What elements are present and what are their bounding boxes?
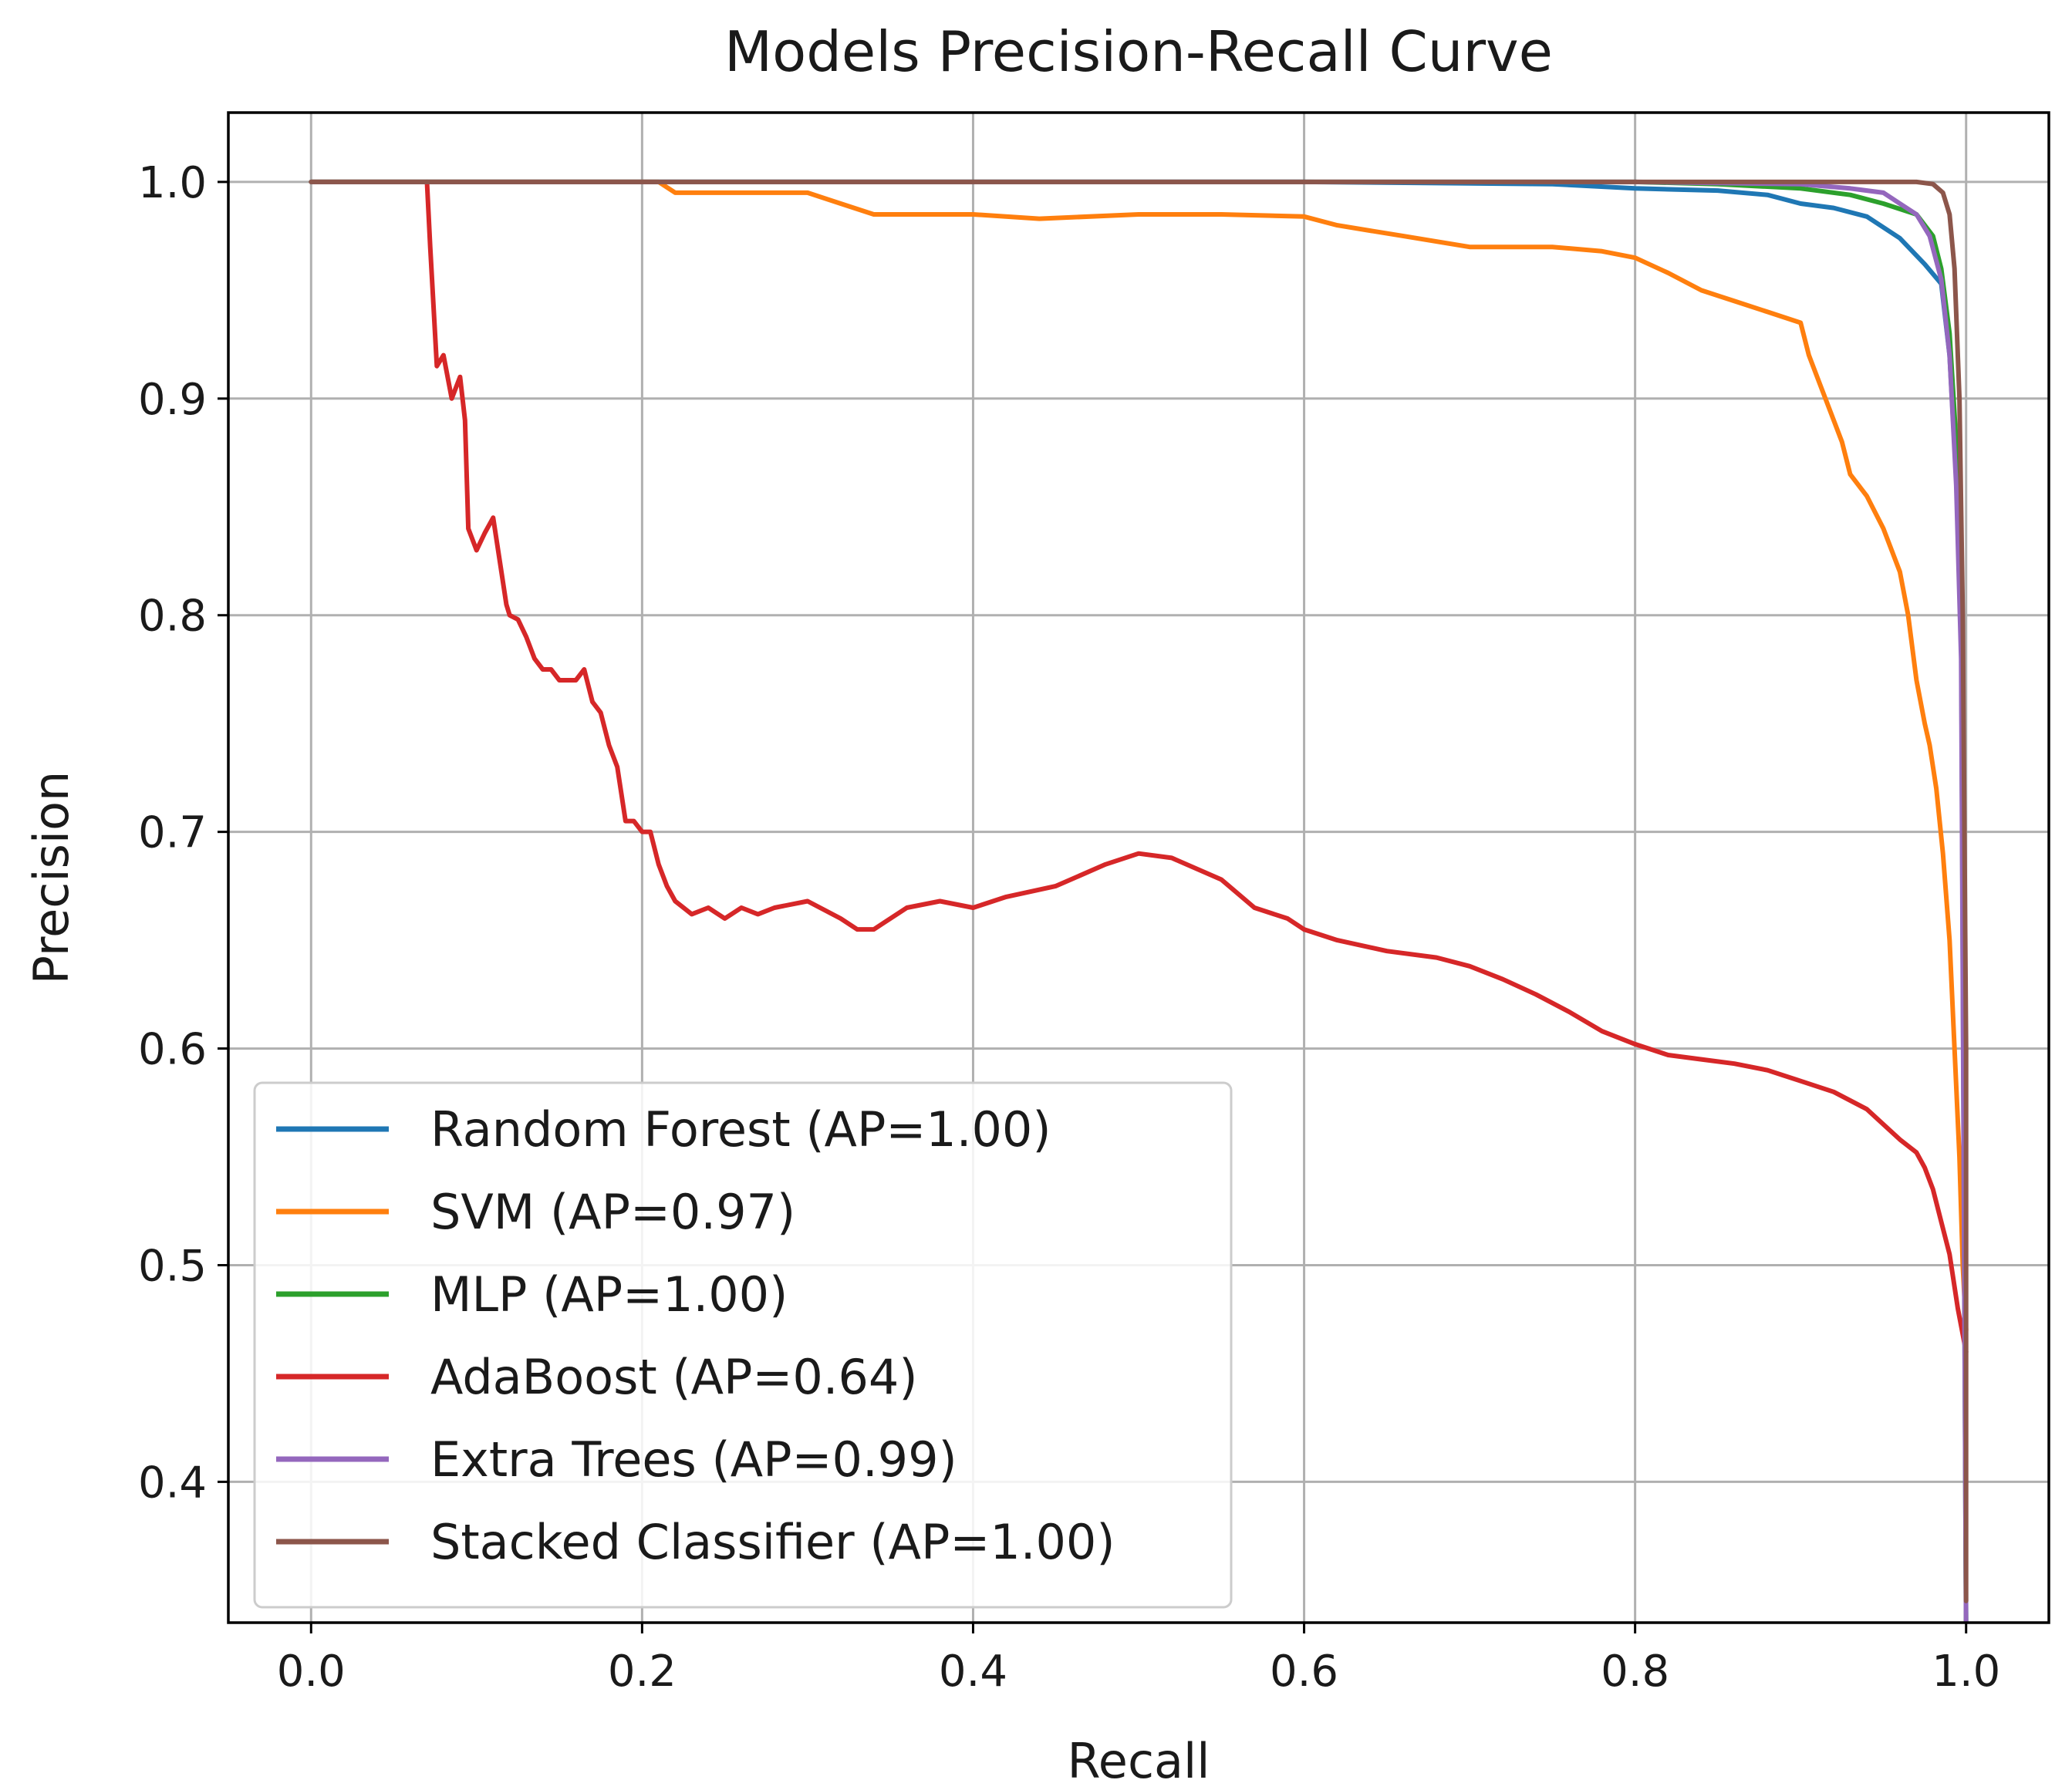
legend-label: Extra Trees (AP=0.99) — [430, 1431, 957, 1488]
legend-box — [253, 1081, 1233, 1609]
legend: Random Forest (AP=1.00) SVM (AP=0.97) MLP … — [253, 1081, 1233, 1609]
x-tick-label: 0.6 — [1270, 1647, 1338, 1697]
series-line-adaboost — [424, 179, 1969, 1354]
plot-area-frame — [227, 111, 2050, 1624]
chart-title: Models Precision-Recall Curve — [724, 19, 1553, 84]
y-tick-label: 0.9 — [138, 375, 207, 425]
x-tick-label: 0.2 — [608, 1647, 677, 1697]
series-line-stacked-classifier — [309, 179, 1969, 1603]
x-tick-label: 0.8 — [1601, 1647, 1669, 1697]
y-tick-label: 0.8 — [138, 592, 207, 642]
legend-label: Random Forest (AP=1.00) — [430, 1101, 1051, 1158]
x-tick-label: 0.0 — [277, 1647, 346, 1697]
legend-label: Stacked Classifier (AP=1.00) — [430, 1514, 1115, 1570]
legend-label: MLP (AP=1.00) — [430, 1266, 788, 1323]
x-axis-label: Recall — [1068, 1733, 1210, 1789]
y-axis-label: Precision — [23, 771, 79, 985]
x-tick-label: 1.0 — [1932, 1647, 2000, 1697]
x-axis-ticks: 0.0 0.2 0.4 0.6 0.8 1.0 — [277, 1623, 2000, 1697]
x-tick-label: 0.4 — [939, 1647, 1007, 1697]
legend-label: SVM (AP=0.97) — [430, 1184, 795, 1240]
legend-label: AdaBoost (AP=0.64) — [430, 1349, 918, 1405]
series-line-svm — [309, 179, 1969, 1333]
y-tick-label: 0.5 — [138, 1241, 207, 1291]
series-lines — [309, 179, 1969, 1623]
y-tick-label: 0.4 — [138, 1458, 207, 1508]
y-tick-label: 1.0 — [138, 158, 207, 208]
y-tick-label: 0.6 — [138, 1025, 207, 1075]
y-axis-ticks: 0.4 0.5 0.6 0.7 0.8 0.9 1.0 — [138, 158, 228, 1508]
y-tick-label: 0.7 — [138, 808, 207, 858]
